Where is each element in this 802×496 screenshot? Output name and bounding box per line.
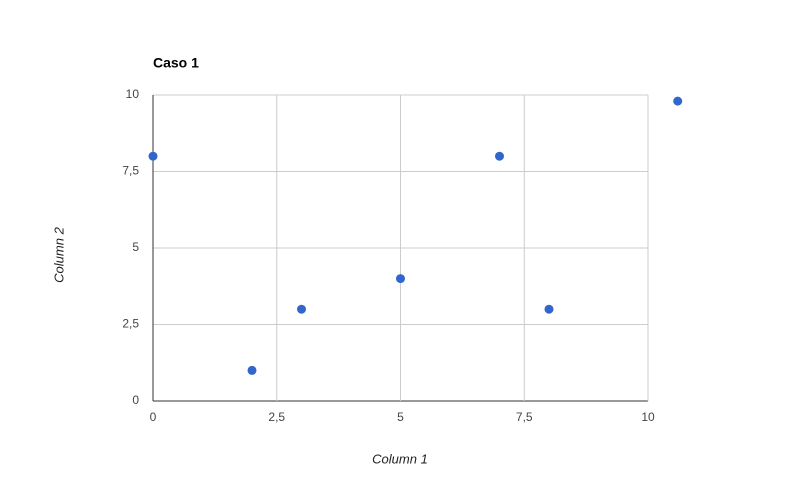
x-tick-label: 10 xyxy=(641,410,655,424)
y-tick-label: 5 xyxy=(132,240,139,254)
y-tick-label: 0 xyxy=(132,393,139,407)
y-tick-label: 7,5 xyxy=(122,164,139,178)
data-point xyxy=(148,151,158,161)
x-tick-label: 0 xyxy=(150,410,157,424)
data-point xyxy=(396,274,405,284)
data-point xyxy=(673,96,683,106)
x-tick-label: 7,5 xyxy=(516,410,533,424)
chart-title: Caso 1 xyxy=(153,55,199,71)
data-point xyxy=(297,304,306,314)
x-tick-label: 5 xyxy=(397,410,404,424)
x-tick-label: 2,5 xyxy=(268,410,285,424)
y-axis-title: Column 2 xyxy=(51,226,66,282)
x-axis-title: Column 1 xyxy=(372,451,428,466)
data-point xyxy=(495,151,504,161)
data-point xyxy=(247,365,257,375)
y-tick-label: 10 xyxy=(126,87,140,101)
y-tick-label: 2,5 xyxy=(122,317,139,331)
data-point xyxy=(544,304,554,314)
